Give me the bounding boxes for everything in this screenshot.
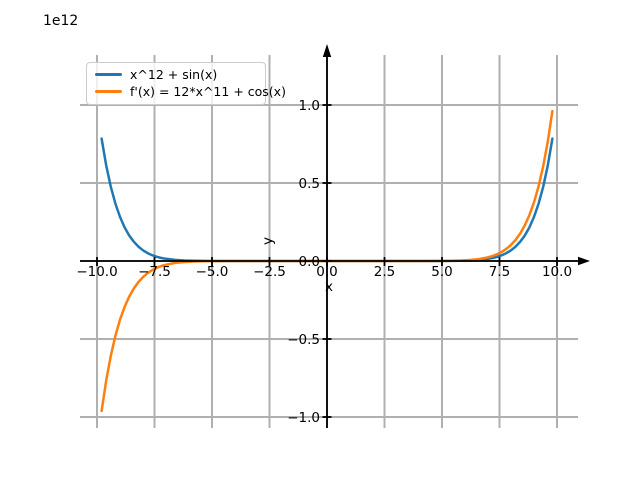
x-tick-label: 7.5 — [489, 264, 510, 280]
legend-item: f'(x) = 12*x^11 + cos(x) — [95, 83, 286, 100]
legend-line-sample-orange — [95, 90, 122, 93]
x-tick-label: 2.5 — [374, 264, 395, 280]
y-axis-offset-text: 1e12 — [43, 13, 79, 29]
x-tick-label: −5.0 — [196, 264, 229, 280]
y-tick-label: 1.0 — [299, 98, 320, 114]
x-axis-arrowhead — [578, 256, 590, 266]
x-tick-label: −10.0 — [76, 264, 117, 280]
y-tick-label: −0.5 — [287, 332, 320, 348]
legend: x^12 + sin(x) f'(x) = 12*x^11 + cos(x) — [86, 62, 286, 105]
y-tick-label: −1.0 — [287, 410, 320, 426]
x-tick-label: 10.0 — [542, 264, 572, 280]
x-tick-label: −7.5 — [138, 264, 171, 280]
x-tick-label: 5.0 — [431, 264, 452, 280]
x-tick-label: −2.5 — [253, 264, 286, 280]
y-axis-label: y — [260, 237, 276, 245]
legend-label: f'(x) = 12*x^11 + cos(x) — [130, 84, 286, 99]
legend-line-sample-blue — [95, 73, 122, 76]
y-axis-arrowhead — [322, 44, 332, 57]
x-axis-label: x — [325, 279, 333, 295]
y-tick-label: 0.5 — [299, 176, 320, 192]
legend-label: x^12 + sin(x) — [130, 67, 218, 82]
legend-item: x^12 + sin(x) — [95, 66, 258, 83]
y-tick-label: 0.0 — [299, 254, 320, 270]
